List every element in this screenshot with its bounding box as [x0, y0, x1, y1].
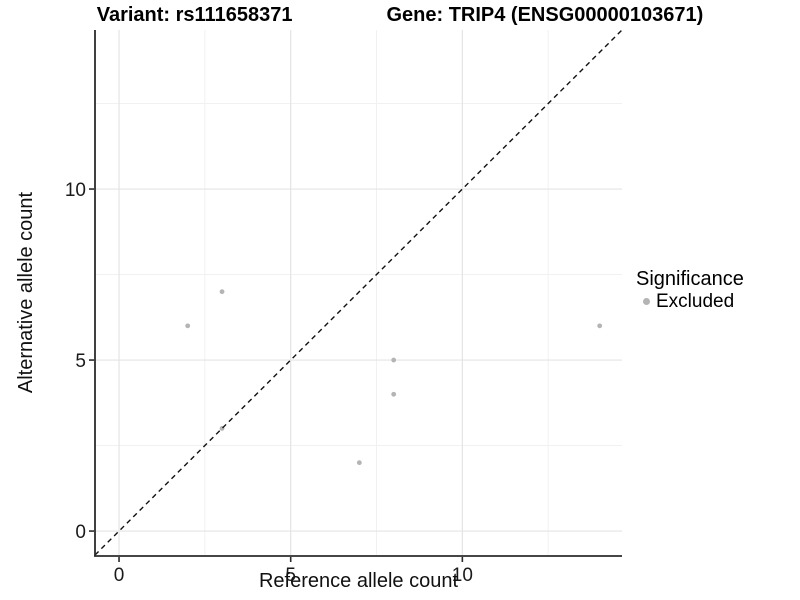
legend-item-label: Excluded — [656, 291, 735, 312]
data-point — [356, 460, 362, 466]
y-tick-label: 10 — [65, 180, 86, 201]
legend: Significance Excluded — [636, 268, 744, 312]
legend-item-excluded: Excluded — [636, 291, 744, 312]
identity-line — [94, 29, 623, 556]
x-tick-label: 5 — [285, 565, 296, 586]
x-tick-label: 10 — [452, 565, 473, 586]
x-axis-title: Reference allele count — [258, 570, 458, 592]
y-tick-label: 0 — [75, 522, 86, 543]
legend-title: Significance — [636, 268, 744, 290]
excluded-point-icon — [643, 298, 650, 305]
data-point — [219, 289, 225, 295]
data-point — [597, 323, 603, 329]
plot-title: Variant: rs111658371 Gene: TRIP4 (ENSG00… — [0, 3, 800, 27]
data-point — [391, 357, 397, 363]
data-point — [391, 391, 397, 397]
gene-title: Gene: TRIP4 (ENSG00000103671) — [386, 4, 704, 26]
y-tick-label: 5 — [75, 351, 86, 372]
y-axis-title: Alternative allele count — [15, 191, 38, 393]
x-tick-label: 0 — [114, 565, 125, 586]
variant-title: Variant: rs111658371 — [96, 4, 293, 26]
data-point — [185, 323, 191, 329]
